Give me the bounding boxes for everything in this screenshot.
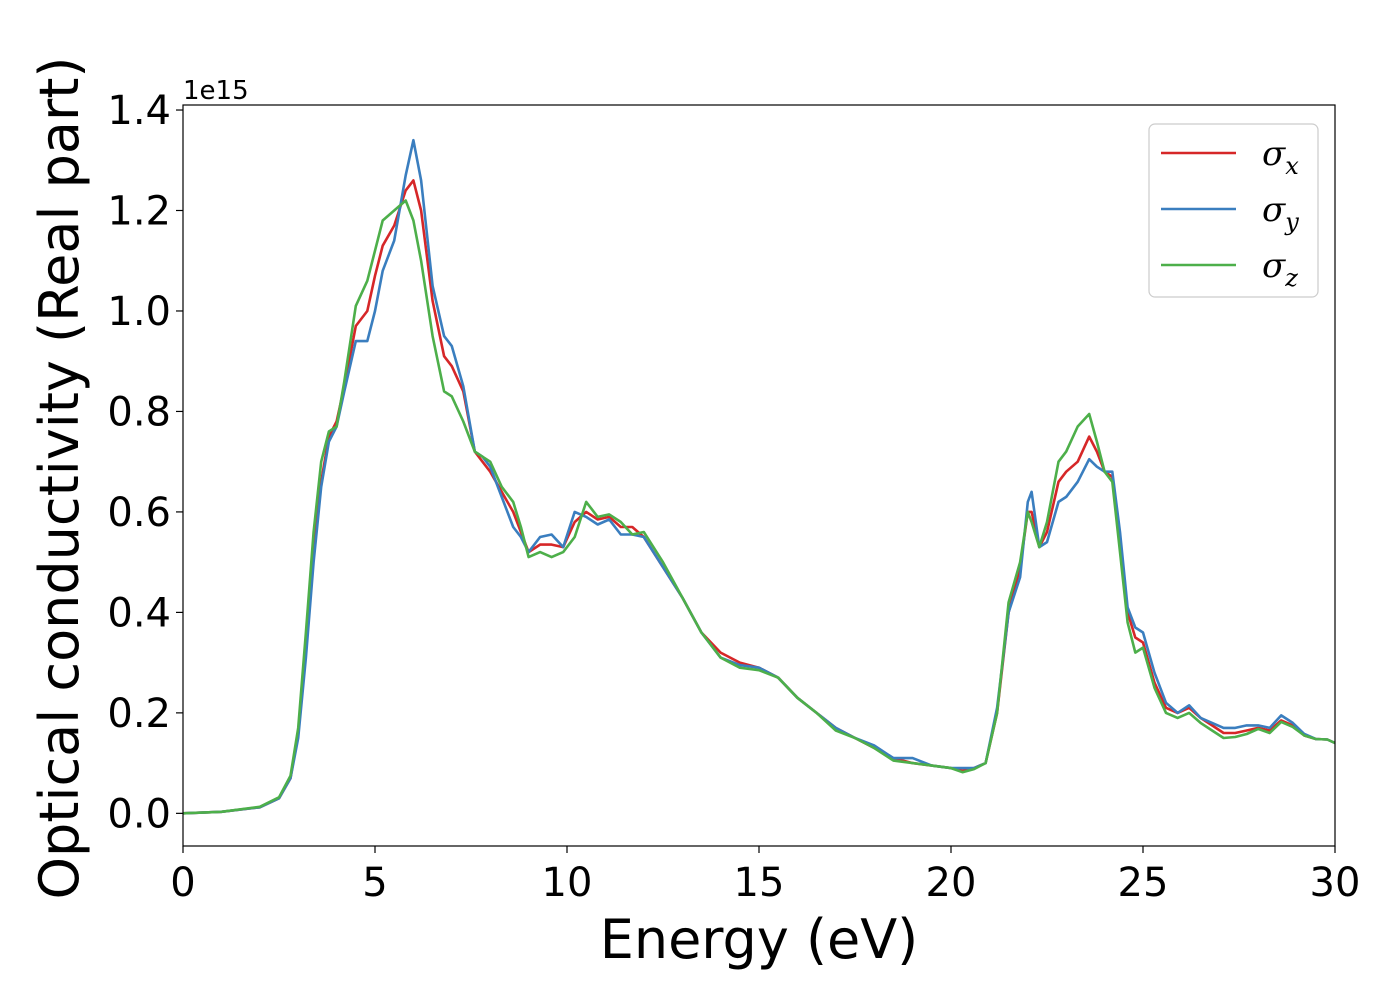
legend-label-x: σx <box>1262 134 1299 180</box>
y-tick-label: 0.0 <box>107 791 171 837</box>
x-tick-label: 0 <box>170 860 195 906</box>
y-tick-label: 1.2 <box>107 188 171 234</box>
y-tick-label: 0.6 <box>107 490 171 536</box>
legend-label-z: σz <box>1262 246 1298 292</box>
x-tick-label: 5 <box>362 860 387 906</box>
y-tick-label: 1.4 <box>107 88 171 134</box>
y-offset-label: 1e15 <box>183 76 249 106</box>
y-tick-label: 0.2 <box>107 691 171 737</box>
y-axis-label: Optical conductivity (Real part) <box>28 57 91 900</box>
x-tick-label: 30 <box>1310 860 1361 906</box>
x-tick-label: 10 <box>542 860 593 906</box>
x-tick-label: 25 <box>1118 860 1169 906</box>
x-axis-label: Energy (eV) <box>600 908 919 971</box>
y-axis-ticks: 0.0 0.2 0.4 0.6 0.8 1.0 1.2 1.4 <box>107 88 183 837</box>
series-group <box>183 138 1335 815</box>
x-tick-label: 20 <box>926 860 977 906</box>
y-tick-label: 1.0 <box>107 289 171 335</box>
legend-box <box>1148 123 1319 298</box>
x-axis-ticks: 0 5 10 15 20 25 30 <box>170 846 1360 906</box>
series-line-z <box>183 199 1335 815</box>
legend-label-y: σy <box>1262 190 1299 236</box>
y-tick-label: 0.4 <box>107 590 171 636</box>
legend: σx σy σz <box>1148 123 1319 298</box>
x-tick-label: 15 <box>734 860 785 906</box>
y-tick-label: 0.8 <box>107 389 171 435</box>
